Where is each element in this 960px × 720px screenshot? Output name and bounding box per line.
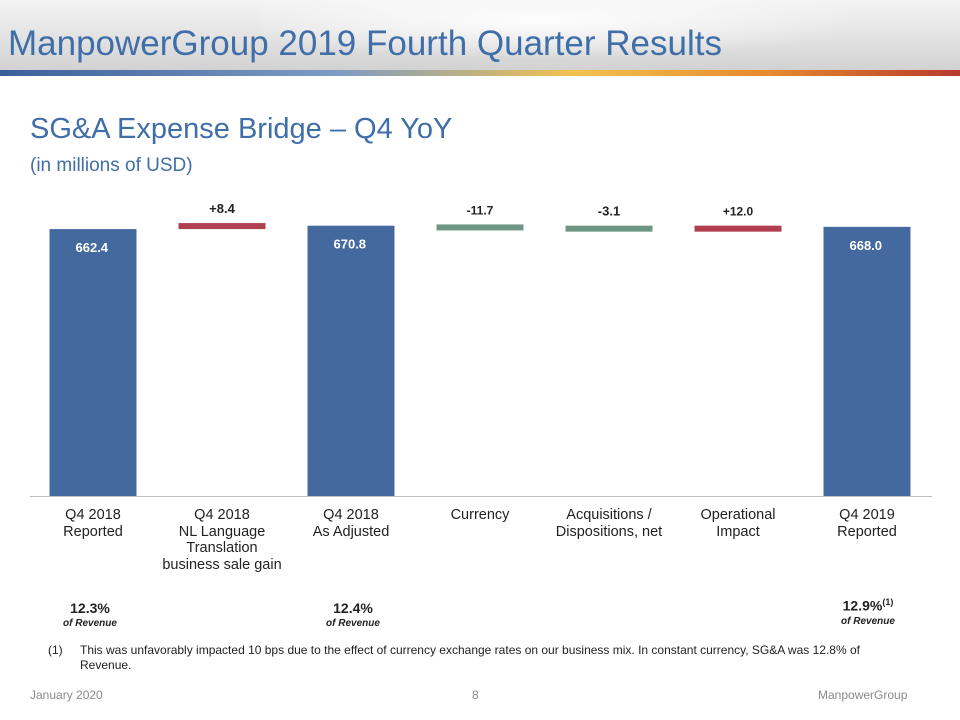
category-label-2: Q4 2018 NL Language Translation business sa…: [157, 507, 287, 573]
footnote-marker: (1): [882, 597, 894, 607]
data-label-4: -11.7: [467, 203, 494, 217]
revenue-pct-value: 12.9%(1): [842, 597, 894, 614]
footer-page-number: 8: [472, 688, 479, 702]
category-label-3: Q4 2018 As Adjusted: [286, 507, 416, 540]
category-label-line: Translation: [186, 540, 258, 556]
category-label-line: Reported: [63, 523, 123, 540]
category-label-line: business sale gain: [162, 556, 282, 573]
footer-date: January 2020: [30, 688, 103, 702]
category-label-line: Q4 2018: [65, 507, 121, 523]
footer-brand: ManpowerGroup: [818, 688, 908, 702]
data-label-5: -3.1: [598, 204, 620, 219]
page-title: ManpowerGroup 2019 Fourth Quarter Result…: [8, 24, 722, 63]
category-label-7: Q4 2019 Reported: [802, 507, 932, 540]
category-label-4: Currency: [415, 507, 545, 524]
data-label-3: 670.8: [334, 237, 367, 252]
data-label-1: 662.4: [76, 240, 109, 255]
data-label-7: 668.0: [850, 238, 883, 253]
data-label-6: +12.0: [723, 205, 754, 219]
bar-3: [307, 225, 395, 496]
revenue-pct-of-label: of Revenue: [63, 618, 117, 629]
category-label-line: Acquisitions /: [566, 507, 652, 523]
revenue-pct-q4-2019-reported: 12.9%(1) of Revenue: [808, 597, 928, 627]
header-color-bar: [0, 70, 960, 76]
revenue-pct-of-label: of Revenue: [841, 615, 895, 627]
category-label-6: Operational Impact: [673, 507, 803, 540]
category-label-line: Operational: [700, 507, 776, 523]
bar-6: [694, 225, 782, 232]
bar-4: [436, 224, 524, 231]
category-label-line: Reported: [837, 523, 897, 540]
category-label-line: Q4 2019: [839, 507, 895, 523]
revenue-pct-q4-2018-adjusted: 12.4% of Revenue: [293, 600, 413, 629]
data-label-2: +8.4: [209, 201, 235, 216]
category-label-line: As Adjusted: [312, 523, 390, 540]
bar-7: [823, 226, 911, 496]
revenue-pct-of-label: of Revenue: [326, 618, 380, 629]
category-label-line: Currency: [450, 507, 510, 523]
footnote-number: (1): [48, 643, 63, 657]
category-label-line: Dispositions, net: [555, 523, 663, 540]
footnote-text: This was unfavorably impacted 10 bps due…: [80, 643, 860, 672]
header-light-streak: [260, 0, 960, 70]
bar-5: [565, 225, 653, 232]
header-banner: ManpowerGroup 2019 Fourth Quarter Result…: [0, 0, 960, 70]
category-label-5: Acquisitions / Dispositions, net: [544, 507, 674, 540]
revenue-pct-q4-2018-reported: 12.3% of Revenue: [30, 600, 150, 629]
bar-2: [178, 223, 266, 230]
chart-units: (in millions of USD): [30, 155, 193, 176]
category-label-line: NL Language: [178, 523, 266, 540]
category-label-line: Impact: [716, 523, 760, 540]
revenue-pct-value: 12.4%: [333, 600, 373, 616]
bar-1: [49, 229, 137, 496]
category-label-line: Q4 2018: [194, 507, 250, 523]
revenue-pct-value: 12.3%: [70, 600, 110, 616]
category-label-1: Q4 2018 Reported: [28, 507, 158, 540]
footnote: (1) This was unfavorably impacted 10 bps…: [48, 643, 878, 673]
chart-title: SG&A Expense Bridge – Q4 YoY: [30, 113, 453, 145]
category-label-line: Q4 2018: [323, 507, 379, 523]
